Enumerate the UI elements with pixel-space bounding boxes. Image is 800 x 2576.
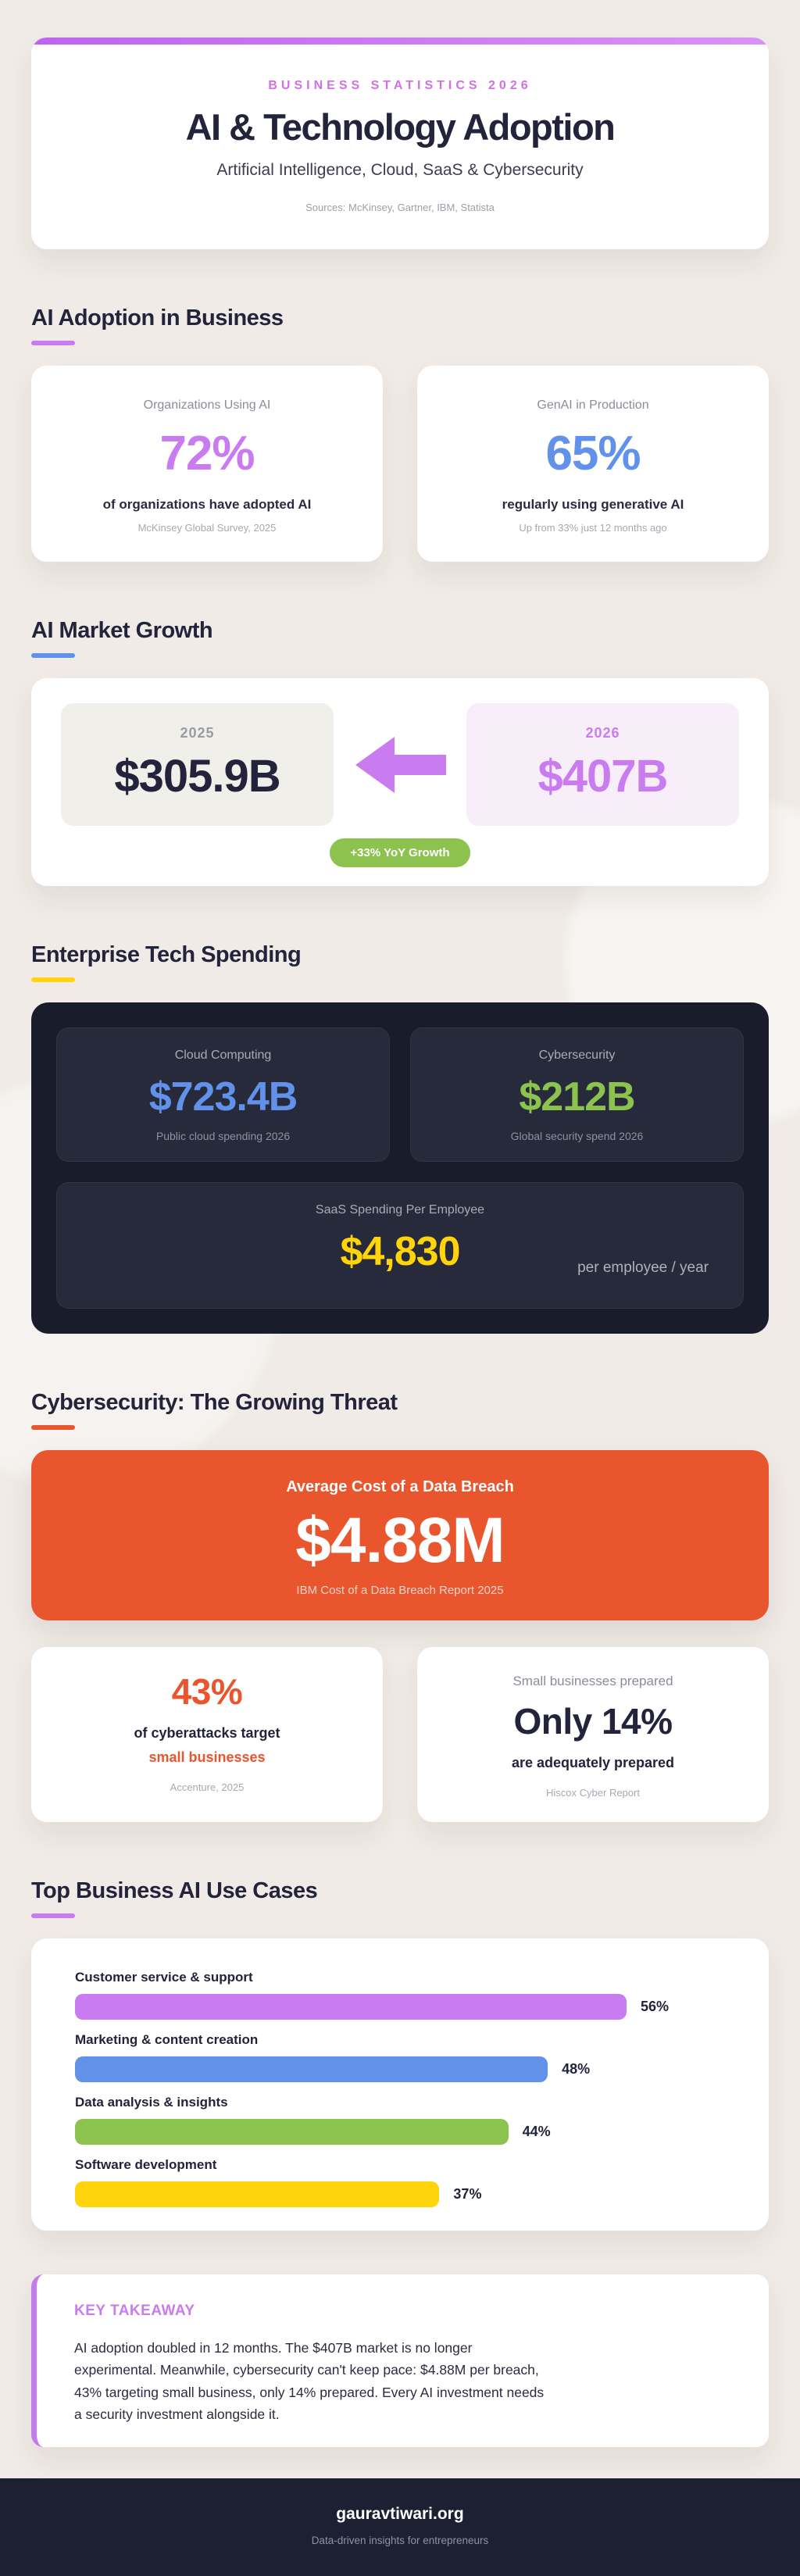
- section-heading: AI Adoption in Business: [31, 305, 284, 330]
- left-arrow-icon: [354, 729, 446, 801]
- stat-label: GenAI in Production: [537, 398, 649, 412]
- stat-source: Accenture, 2025: [170, 1781, 245, 1793]
- section-enterprise-tech-spending: Enterprise Tech Spending Cloud Computing…: [31, 942, 769, 1334]
- footer-tagline: Data-driven insights for entrepreneurs: [311, 2535, 489, 2547]
- stat-source: McKinsey Global Survey, 2025: [138, 522, 277, 534]
- header-accent-bar: [31, 38, 769, 45]
- bar-group: Data analysis & insights 44%: [75, 2095, 725, 2145]
- stat-label: SaaS Spending Per Employee: [315, 1203, 485, 1217]
- section-heading: Enterprise Tech Spending: [31, 942, 302, 967]
- spending-dark-panel: Cloud Computing $723.4B Public cloud spe…: [31, 1002, 769, 1334]
- bar-label: Marketing & content creation: [75, 2032, 259, 2047]
- bar-percentage: 37%: [453, 2186, 482, 2202]
- stat-description-highlight: small businesses: [148, 1749, 266, 1765]
- page-subtitle: Artificial Intelligence, Cloud, SaaS & C…: [216, 161, 584, 179]
- stat-description: Public cloud spending 2026: [155, 1130, 291, 1142]
- spending-card-cybersecurity: Cybersecurity $212B Global security spen…: [410, 1027, 744, 1162]
- bar-marketing: [75, 2056, 548, 2082]
- stat-source: Up from 33% just 12 months ago: [519, 522, 667, 534]
- section-ai-adoption: AI Adoption in Business Organizations Us…: [31, 305, 769, 562]
- stat-description: regularly using generative AI: [502, 497, 684, 512]
- stat-value: Only 14%: [513, 1701, 673, 1742]
- section-ai-use-cases: Top Business AI Use Cases Customer servi…: [31, 1878, 769, 2231]
- stat-description: of organizations have adopted AI: [102, 497, 312, 512]
- stat-value: 43%: [171, 1671, 243, 1712]
- footer-site-name: gauravtiwari.org: [336, 2505, 464, 2524]
- takeaway-title: KEY TAKEAWAY: [74, 2303, 195, 2319]
- section-heading: Top Business AI Use Cases: [31, 1878, 318, 1903]
- market-box-2025: 2025 $305.9B: [61, 703, 334, 826]
- bar-software-development: [75, 2181, 440, 2207]
- heading-underline: [31, 341, 75, 345]
- stat-value: 72%: [159, 427, 255, 481]
- yoy-growth-badge: +33% YoY Growth: [330, 838, 470, 867]
- market-value-2026: $407B: [538, 751, 669, 802]
- key-takeaway-card: KEY TAKEAWAY AI adoption doubled in 12 m…: [31, 2274, 769, 2448]
- market-value-2025: $305.9B: [114, 751, 280, 802]
- takeaway-body: AI adoption doubled in 12 months. The $4…: [74, 2340, 545, 2423]
- heading-underline: [31, 977, 75, 982]
- section-cybersecurity-threat: Cybersecurity: The Growing Threat Averag…: [31, 1390, 769, 1822]
- page-footer: gauravtiwari.org Data-driven insights fo…: [0, 2478, 800, 2576]
- stat-source: Hiscox Cyber Report: [546, 1787, 640, 1799]
- stat-description: Global security spend 2026: [510, 1130, 644, 1142]
- infographic-page: BUSINESS STATISTICS 2026 AI & Technology…: [31, 0, 769, 2448]
- section-heading: AI Market Growth: [31, 618, 213, 643]
- stat-label: Organizations Using AI: [143, 398, 271, 412]
- stat-card-organizations-using-ai: Organizations Using AI 72% of organizati…: [31, 366, 383, 562]
- section-ai-market-growth: AI Market Growth 2025 $305.9B 2026 $407B: [31, 618, 769, 886]
- bar-percentage: 48%: [562, 2061, 591, 2077]
- stat-label: Average Cost of a Data Breach: [286, 1478, 514, 1495]
- bar-percentage: 56%: [640, 1999, 669, 2014]
- year-label: 2026: [585, 725, 620, 741]
- spending-card-saas: SaaS Spending Per Employee $4,830 per em…: [56, 1182, 744, 1309]
- market-box-2026: 2026 $407B: [466, 703, 739, 826]
- bar-group: Customer service & support 56%: [75, 1970, 725, 2020]
- bar-label: Software development: [75, 2157, 217, 2172]
- heading-underline: [31, 1913, 75, 1918]
- stat-value: $723.4B: [148, 1074, 298, 1120]
- stat-unit: per employee / year: [577, 1259, 709, 1276]
- key-takeaway: KEY TAKEAWAY AI adoption doubled in 12 m…: [31, 2274, 769, 2448]
- stat-source: IBM Cost of a Data Breach Report 2025: [296, 1584, 504, 1597]
- market-growth-card: 2025 $305.9B 2026 $407B +33% YoY Growth: [31, 678, 769, 886]
- year-label: 2025: [180, 725, 215, 741]
- bar-label: Data analysis & insights: [75, 2095, 228, 2110]
- bar-label: Customer service & support: [75, 1970, 253, 1985]
- bar-data-analysis: [75, 2119, 509, 2145]
- spending-card-cloud: Cloud Computing $723.4B Public cloud spe…: [56, 1027, 390, 1162]
- section-heading: Cybersecurity: The Growing Threat: [31, 1390, 398, 1415]
- sources-note: Sources: McKinsey, Gartner, IBM, Statist…: [305, 202, 495, 213]
- stat-value: 65%: [545, 427, 641, 481]
- stat-value: $212B: [519, 1074, 635, 1120]
- preparedness-card: Small businesses prepared Only 14% are a…: [417, 1647, 769, 1822]
- stat-label: Small businesses prepared: [512, 1674, 673, 1688]
- stat-value: $4,830: [340, 1229, 460, 1274]
- stat-label: Cloud Computing: [174, 1049, 272, 1062]
- bar-percentage: 44%: [522, 2124, 551, 2139]
- bar-group: Software development 37%: [75, 2157, 725, 2207]
- header-card: BUSINESS STATISTICS 2026 AI & Technology…: [31, 38, 769, 249]
- use-cases-bar-chart: Customer service & support 56% Marketing…: [31, 1938, 769, 2231]
- stat-label: Cybersecurity: [538, 1049, 616, 1062]
- stat-value: $4.88M: [295, 1505, 505, 1576]
- heading-underline: [31, 653, 75, 658]
- cyberattacks-card: 43% of cyberattacks target small busines…: [31, 1647, 383, 1822]
- kicker: BUSINESS STATISTICS 2026: [268, 79, 532, 92]
- bar-group: Marketing & content creation 48%: [75, 2032, 725, 2082]
- heading-underline: [31, 1425, 75, 1430]
- stat-description: are adequately prepared: [511, 1755, 675, 1770]
- data-breach-banner: Average Cost of a Data Breach $4.88M IBM…: [31, 1450, 769, 1620]
- stat-description: of cyberattacks target: [134, 1725, 280, 1741]
- stat-card-genai-in-production: GenAI in Production 65% regularly using …: [417, 366, 769, 562]
- page-title: AI & Technology Adoption: [185, 106, 616, 148]
- bar-customer-service: [75, 1994, 627, 2020]
